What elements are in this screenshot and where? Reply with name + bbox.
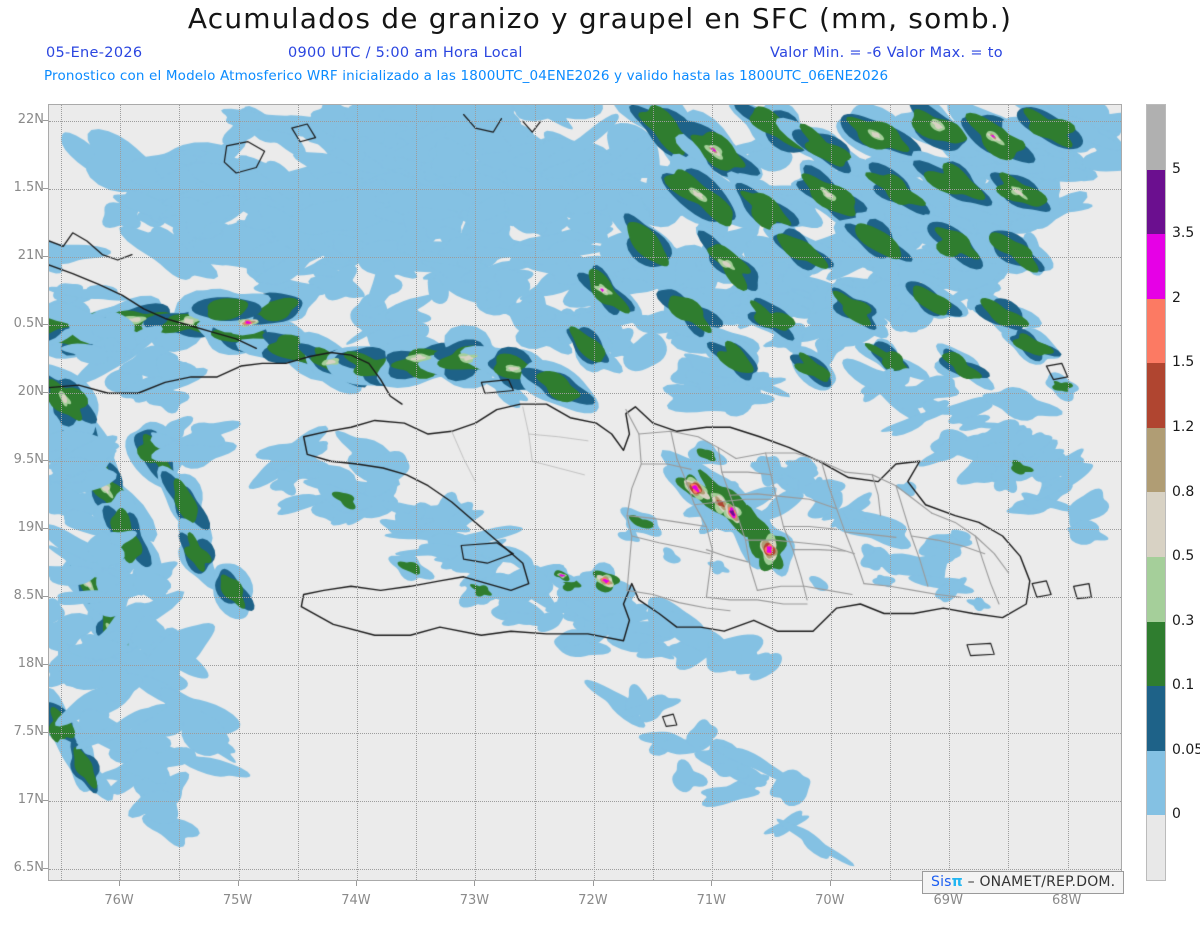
- attribution-logo: Sisπ – ONAMET/REP.DOM.: [922, 871, 1125, 894]
- colorbar-segment: [1147, 105, 1165, 170]
- y-axis-tick: [43, 732, 48, 734]
- y-axis-tick: [43, 256, 48, 258]
- y-axis-label: 9.5N: [13, 452, 44, 468]
- colorbar-tick-label: 0.5: [1172, 548, 1195, 565]
- x-axis-tick: [829, 881, 831, 886]
- x-axis-label: 69W: [933, 893, 963, 908]
- logo-pi-icon: π: [951, 874, 963, 890]
- colorbar-tick-label: 0: [1172, 806, 1181, 823]
- x-axis-tick: [474, 881, 476, 886]
- y-axis-label: 7.5N: [13, 724, 44, 740]
- colorbar-tick-label: 5: [1172, 160, 1181, 177]
- colorbar-tick-label: 2: [1172, 289, 1181, 306]
- y-axis-tick: [43, 800, 48, 802]
- logo-org-text: – ONAMET/REP.DOM.: [967, 874, 1116, 890]
- colorbar-segment: [1147, 427, 1165, 493]
- x-axis-tick: [355, 881, 357, 886]
- x-axis-label: 76W: [104, 893, 134, 908]
- x-axis-label: 75W: [222, 893, 253, 908]
- x-axis-label: 71W: [696, 893, 727, 908]
- x-axis-tick: [592, 881, 594, 886]
- chart-header: Acumulados de granizo y graupel en SFC (…: [0, 0, 1200, 96]
- y-axis-label: 22N: [17, 112, 44, 128]
- colorbar: [1146, 104, 1166, 881]
- y-axis-label: 6.5N: [13, 860, 44, 876]
- logo-sis-text: Sis: [931, 874, 952, 890]
- colorbar-segment: [1147, 169, 1165, 235]
- y-axis-tick: [43, 596, 48, 598]
- y-axis-tick: [43, 188, 48, 190]
- y-axis-label: 19N: [17, 520, 44, 536]
- colorbar-tick-label: 1.5: [1172, 354, 1195, 371]
- page-title: Acumulados de granizo y graupel en SFC (…: [187, 2, 1013, 35]
- x-axis-tick: [711, 881, 713, 886]
- colorbar-segment: [1147, 557, 1165, 622]
- colorbar-segment: [1147, 621, 1165, 687]
- model-description: Pronostico con el Modelo Atmosferico WRF…: [44, 68, 889, 84]
- forecast-date: 05-Ene-2026: [46, 45, 143, 61]
- colorbar-segment: [1147, 234, 1165, 299]
- colorbar-tick-label: 3.5: [1172, 225, 1195, 242]
- precipitation-map-canvas: [49, 105, 1121, 880]
- x-axis-label: 68W: [1051, 893, 1082, 908]
- map-plot-area: [48, 104, 1122, 881]
- colorbar-segment: [1147, 363, 1165, 428]
- colorbar-tick-label: 1.2: [1172, 418, 1195, 435]
- y-axis-tick: [43, 392, 48, 394]
- colorbar-segment: [1147, 815, 1165, 880]
- y-axis-label: 17N: [17, 792, 44, 808]
- y-axis-label: 20N: [17, 384, 44, 400]
- y-axis-label: 0.5N: [13, 316, 44, 332]
- x-axis-label: 70W: [815, 893, 845, 908]
- colorbar-tick-label: 0.8: [1172, 483, 1195, 500]
- y-axis-tick: [43, 120, 48, 122]
- y-axis-label: 18N: [17, 656, 44, 672]
- y-axis-label: 8.5N: [13, 588, 44, 604]
- colorbar-tick-label: 0.05: [1172, 741, 1200, 758]
- colorbar-segment: [1147, 750, 1165, 816]
- y-axis-label: 21N: [17, 248, 44, 264]
- colorbar-segment: [1147, 492, 1165, 558]
- y-axis-tick: [43, 868, 48, 870]
- colorbar-segment: [1147, 298, 1165, 364]
- colorbar-tick-label: 0.1: [1172, 677, 1195, 694]
- y-axis-tick: [43, 664, 48, 666]
- colorbar-tick-label: 0.3: [1172, 612, 1195, 629]
- x-axis-label: 74W: [341, 893, 371, 908]
- x-axis-label: 72W: [578, 893, 608, 908]
- forecast-time: 0900 UTC / 5:00 am Hora Local: [288, 45, 523, 61]
- colorbar-segment: [1147, 686, 1165, 751]
- y-axis-label: 1.5N: [13, 180, 44, 196]
- y-axis-tick: [43, 528, 48, 530]
- y-axis-tick: [43, 460, 48, 462]
- x-axis-label: 73W: [459, 893, 490, 908]
- x-axis-tick: [237, 881, 239, 886]
- y-axis-tick: [43, 324, 48, 326]
- value-minmax-label: Valor Min. = -6 Valor Max. = to: [770, 45, 1003, 61]
- x-axis-tick: [119, 881, 121, 886]
